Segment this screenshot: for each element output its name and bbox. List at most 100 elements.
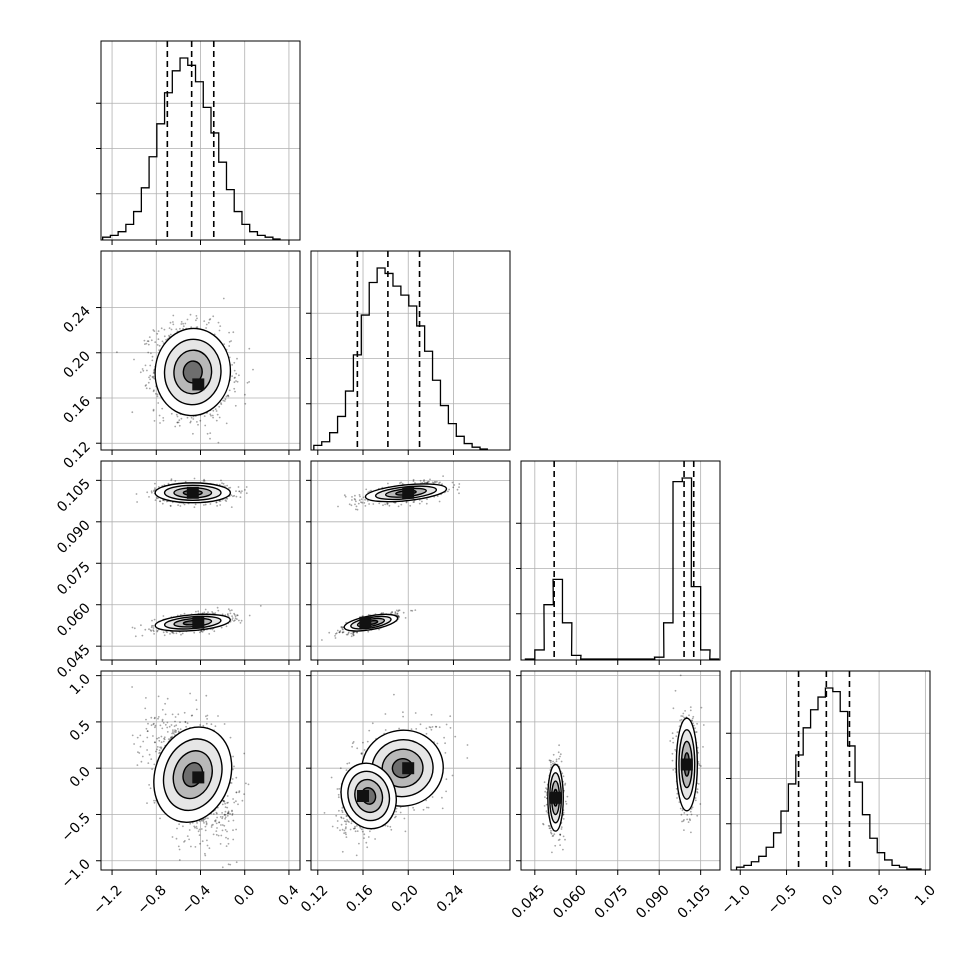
sample-point xyxy=(155,392,157,395)
sample-point xyxy=(238,619,240,622)
sample-point xyxy=(197,830,200,833)
sample-point xyxy=(225,500,228,502)
sample-point xyxy=(220,626,223,629)
sample-point xyxy=(226,497,229,500)
sample-point xyxy=(334,633,337,635)
sample-point xyxy=(352,634,355,637)
sample-point xyxy=(156,395,159,398)
sample-point xyxy=(159,724,162,727)
sample-point xyxy=(235,495,238,498)
sample-point xyxy=(400,503,403,506)
sample-point xyxy=(170,479,173,482)
sample-point xyxy=(139,371,142,374)
sample-point xyxy=(228,345,231,347)
sample-point xyxy=(150,339,153,342)
sample-point xyxy=(178,424,181,427)
sample-point xyxy=(206,718,209,720)
sample-point xyxy=(168,334,170,337)
sample-point xyxy=(160,741,163,744)
sample-point xyxy=(153,633,156,635)
sample-point xyxy=(431,481,434,484)
scatter-p1-p2 xyxy=(306,460,511,665)
sample-point xyxy=(219,325,222,327)
sample-point xyxy=(387,502,389,505)
sample-point xyxy=(414,609,417,611)
sample-point xyxy=(216,505,219,507)
sample-point xyxy=(165,630,168,633)
sample-point xyxy=(158,500,161,503)
sample-point xyxy=(354,494,356,497)
sample-point xyxy=(216,413,219,416)
sample-point xyxy=(203,480,206,482)
density-layer xyxy=(101,251,300,464)
sample-point xyxy=(248,381,251,383)
sample-point xyxy=(239,622,242,624)
sample-point xyxy=(426,481,429,484)
sample-point xyxy=(238,490,241,493)
sample-point xyxy=(204,608,207,611)
sample-point xyxy=(220,403,223,406)
sample-point xyxy=(193,631,196,634)
sample-point xyxy=(341,631,344,634)
sample-point xyxy=(222,482,225,485)
sample-point xyxy=(347,631,350,634)
sample-point xyxy=(227,837,229,840)
sample-point xyxy=(360,501,362,503)
sample-point xyxy=(235,800,237,803)
sample-point xyxy=(338,631,341,634)
sample-point xyxy=(176,421,179,424)
sample-point xyxy=(170,328,173,331)
sample-point xyxy=(355,505,358,508)
sample-point xyxy=(230,494,233,497)
sample-point xyxy=(227,395,230,398)
sample-point xyxy=(211,611,214,613)
sample-point xyxy=(439,481,441,484)
sample-point xyxy=(172,314,175,317)
sample-point xyxy=(350,504,353,507)
sample-point xyxy=(153,801,156,804)
sample-point xyxy=(172,729,174,731)
sample-point xyxy=(227,820,230,822)
sample-point xyxy=(236,380,239,383)
sample-point xyxy=(226,806,229,809)
sample-point xyxy=(163,335,166,338)
sample-point xyxy=(156,630,159,633)
sample-point xyxy=(453,484,456,486)
sample-point xyxy=(360,498,363,501)
sample-point xyxy=(212,813,215,815)
sample-point xyxy=(146,340,149,342)
sample-point xyxy=(405,501,408,504)
sample-point xyxy=(398,609,401,612)
sample-point xyxy=(236,614,239,617)
sample-point xyxy=(356,508,359,511)
sample-point xyxy=(152,376,155,379)
histogram-step xyxy=(735,687,922,870)
sample-point xyxy=(343,494,346,497)
sample-point xyxy=(220,479,222,482)
sample-point xyxy=(412,480,415,482)
sample-point xyxy=(228,389,231,392)
sample-point xyxy=(436,480,438,483)
sample-point xyxy=(209,432,212,434)
sample-point xyxy=(217,715,219,717)
sample-point xyxy=(212,833,215,836)
sample-point xyxy=(152,627,155,629)
histogram-p2 xyxy=(516,460,721,665)
sample-point xyxy=(159,500,162,503)
sample-point xyxy=(146,491,149,494)
sample-point xyxy=(203,611,206,614)
sample-point xyxy=(259,605,262,607)
sample-point xyxy=(227,608,230,611)
sample-point xyxy=(177,728,179,730)
sample-point xyxy=(203,818,206,821)
sample-point xyxy=(190,326,193,329)
sample-point xyxy=(163,462,165,464)
sample-point xyxy=(213,630,216,633)
sample-point xyxy=(238,490,241,493)
sample-point xyxy=(201,631,204,633)
sample-point xyxy=(163,634,166,637)
sample-point xyxy=(153,717,156,720)
sample-point xyxy=(241,490,243,492)
sample-point xyxy=(176,415,179,418)
sample-point xyxy=(216,816,219,819)
